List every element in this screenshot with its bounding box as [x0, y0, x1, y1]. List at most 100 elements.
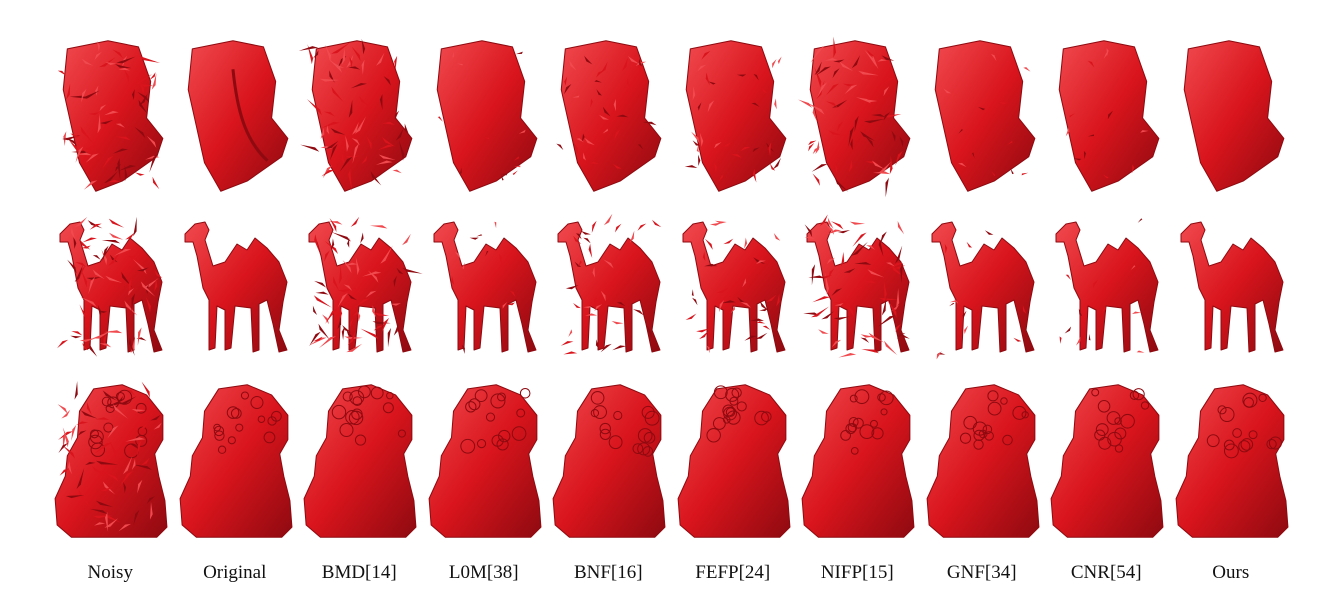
noise-spike: [759, 309, 767, 312]
noise-spike: [109, 233, 123, 240]
noise-spike: [402, 234, 411, 246]
noise-spike: [985, 230, 994, 235]
lion-icon: [672, 372, 794, 550]
camel-icon: [174, 202, 296, 372]
block-icon: [174, 28, 296, 202]
noise-spike: [58, 404, 68, 414]
noise-spike: [360, 233, 363, 244]
noise-spike: [1060, 336, 1062, 344]
mesh-cell: [173, 28, 298, 202]
noise-spike: [516, 52, 523, 54]
mesh-cell: [48, 372, 173, 550]
camel-icon: [1170, 202, 1292, 372]
column-label: BMD[14]: [297, 558, 422, 588]
block-icon: [49, 28, 171, 202]
noise-spike: [316, 292, 329, 295]
mesh-cell: [173, 372, 298, 550]
mesh-cell: [795, 372, 920, 550]
noise-spike: [723, 239, 733, 245]
noise-spike: [762, 326, 770, 330]
noise-spike: [573, 303, 581, 308]
noise-spike: [813, 174, 820, 186]
mesh-cell: [422, 372, 547, 550]
column-label: Noisy: [48, 558, 173, 588]
noise-spike: [469, 238, 478, 240]
noise-spike: [476, 234, 482, 236]
mesh-cell: [173, 202, 298, 372]
block-icon: [672, 28, 794, 202]
noise-spike: [370, 225, 388, 228]
noise-spike: [153, 177, 160, 190]
mesh-surface: [932, 222, 1034, 352]
mesh-cell: [920, 28, 1045, 202]
lion-icon: [49, 372, 171, 550]
mesh-cell: [422, 28, 547, 202]
mesh-cell: [1044, 28, 1169, 202]
noise-spike: [615, 224, 621, 233]
column-label: L0M[38]: [422, 558, 547, 588]
mesh-surface: [1056, 222, 1158, 352]
noise-spike: [698, 155, 700, 166]
mesh-cell: [795, 202, 920, 372]
mesh-surface: [1184, 41, 1284, 191]
noise-spike: [1023, 67, 1030, 71]
mesh-cell: [546, 372, 671, 550]
noise-spike: [898, 221, 904, 234]
noise-spike: [812, 164, 828, 172]
noise-spike: [964, 326, 968, 335]
noise-spike: [57, 340, 68, 349]
mesh-surface: [434, 222, 536, 352]
noise-spike: [71, 336, 82, 339]
noise-spike: [584, 238, 592, 244]
noise-spike: [798, 100, 812, 108]
noise-spike: [581, 231, 591, 235]
mesh-cell: [546, 28, 671, 202]
mesh-cell: [1044, 372, 1169, 550]
noise-spike: [604, 214, 613, 226]
camel-icon: [921, 202, 1043, 372]
noise-spike: [72, 425, 77, 441]
noise-spike: [388, 328, 391, 347]
mane-curl: [520, 389, 530, 399]
noise-spike: [757, 321, 765, 323]
mesh-cell: [422, 202, 547, 372]
noise-spike: [684, 165, 697, 168]
noise-spike: [850, 222, 865, 225]
mesh-surface: [429, 385, 541, 538]
lion-icon: [1170, 372, 1292, 550]
mesh-surface: [1181, 222, 1283, 352]
mesh-cell: [546, 202, 671, 372]
noise-spike: [137, 337, 147, 340]
noise-spike: [774, 233, 781, 241]
camel-icon: [1045, 202, 1167, 372]
noise-spike: [1132, 312, 1141, 315]
noise-spike: [949, 300, 955, 302]
mesh-cell: [48, 202, 173, 372]
noise-spike: [884, 341, 897, 356]
mesh-surface: [810, 41, 910, 191]
lion-icon: [423, 372, 545, 550]
mesh-cell: [1169, 202, 1294, 372]
noise-spike: [816, 141, 820, 155]
noise-spike: [831, 221, 844, 229]
mesh-surface: [553, 385, 665, 538]
column-label: FEFP[24]: [671, 558, 796, 588]
noise-spike: [1065, 327, 1072, 334]
mesh-cell: [1169, 28, 1294, 202]
noise-spike: [102, 240, 121, 243]
noise-spike: [75, 381, 78, 400]
noise-spike: [135, 172, 145, 175]
camel-icon: [672, 202, 794, 372]
column-label: CNR[54]: [1044, 558, 1169, 588]
block-icon: [1045, 28, 1167, 202]
column-label: Ours: [1169, 558, 1294, 588]
lion-icon: [796, 372, 918, 550]
noise-spike: [1021, 173, 1027, 176]
noise-spike: [89, 343, 97, 357]
noise-spike: [936, 351, 941, 359]
noise-spike: [770, 163, 775, 170]
lion-icon: [174, 372, 296, 550]
mesh-cell: [297, 28, 422, 202]
block-icon: [298, 28, 420, 202]
mesh-cell: [1169, 372, 1294, 550]
